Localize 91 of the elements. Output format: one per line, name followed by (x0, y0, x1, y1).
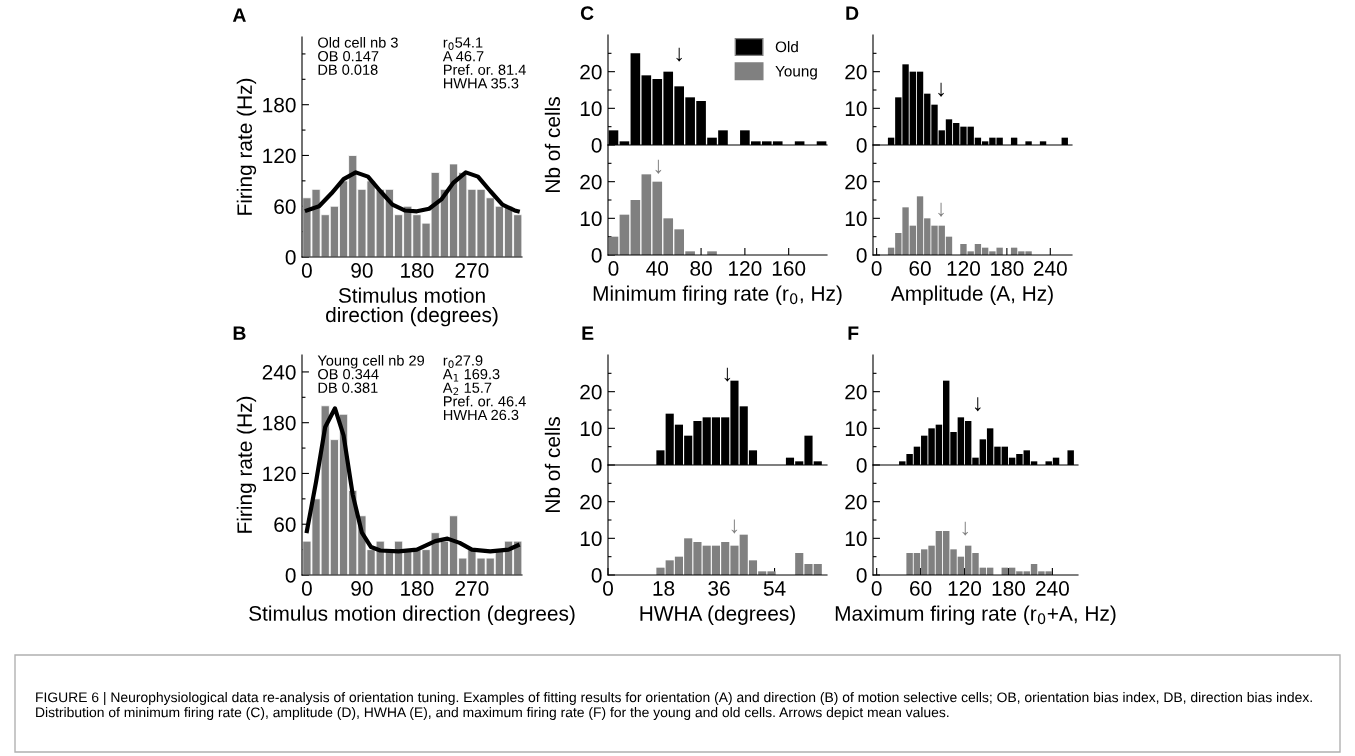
y-tick-label: 10 (845, 101, 867, 117)
y-tick-label: 20 (845, 384, 867, 400)
x-tick-label: 240 (1036, 581, 1069, 596)
x-tick-label: 60 (909, 261, 931, 276)
y-tick-label: 0 (856, 568, 867, 583)
x-tick-label: 60 (910, 581, 932, 596)
annotation: ↓ (676, 47, 682, 62)
x-tick-label: 0 (603, 581, 613, 596)
y-tick-label: 240 (262, 364, 296, 380)
x-tick-label: 160 (772, 261, 806, 276)
y-axis-title: Nb of cells (544, 97, 561, 192)
annotation: ↓ (938, 82, 944, 97)
chart-title: C (580, 6, 594, 21)
x-axis-title: Minimum firing rate (r$_{0}$, Hz) (593, 285, 842, 305)
x-axis-title: Maximum firing rate (r$_{0}$+A, Hz) (835, 605, 1116, 625)
y-tick-label: 20 (580, 384, 602, 400)
y-tick-label: 10 (845, 211, 867, 227)
y-tick-label: 60 (274, 199, 296, 214)
x-tick-label: 18 (653, 581, 675, 596)
y-tick-label: 0 (591, 248, 602, 263)
annotation: ↓ (655, 159, 662, 174)
x-axis-title: Stimulus motion direction (degrees) (249, 605, 575, 625)
y-axis-title: Firing rate (Hz) (236, 396, 257, 533)
y-tick-label: 0 (591, 458, 602, 473)
y-tick-label: 20 (580, 494, 602, 510)
y-axis-title: Firing rate (Hz) (236, 78, 257, 215)
chart-title: B (233, 326, 246, 340)
y-tick-label: 120 (263, 148, 296, 164)
y-tick-label: 10 (580, 211, 602, 227)
annotation: Young cell nb 29 OB 0.344 DB 0.381 (317, 355, 425, 393)
x-tick-label: 270 (455, 581, 489, 596)
y-tick-label: 20 (845, 64, 867, 80)
y-tick-label: 0 (856, 458, 867, 473)
annotation: ↓ (724, 367, 731, 382)
x-axis-title: Stimulus motion direction (degrees) (326, 287, 498, 327)
x-tick-label: 240 (1033, 261, 1067, 276)
y-tick-label: 20 (580, 174, 602, 190)
y-tick-label: 0 (856, 138, 867, 153)
x-tick-label: 180 (401, 263, 434, 278)
x-tick-label: 0 (301, 263, 312, 278)
text: r$_{0}$27.9 A$_{1}$ 169.3 A$_{2}$ 15.7 Pref. or. 46.4 HWHA 26.3 (442, 355, 526, 421)
y-tick-label: 180 (263, 97, 296, 113)
annotation: Old cell nb 3 OB 0.147 DB 0.018 (318, 37, 398, 75)
x-tick-label: 180 (992, 581, 1026, 596)
y-tick-label: 20 (580, 64, 602, 80)
x-axis-title: HWHA (degrees) (640, 605, 795, 625)
x-tick-label: 90 (351, 263, 373, 278)
y-axis-title: Nb of cells (544, 417, 561, 512)
x-tick-label: 0 (871, 581, 882, 596)
x-tick-label: 120 (947, 261, 981, 276)
x-tick-label: 90 (351, 581, 373, 596)
y-tick-label: 10 (845, 531, 867, 547)
chart-title: A (232, 8, 246, 22)
x-tick-label: 80 (690, 261, 712, 276)
y-tick-label: 0 (856, 248, 867, 263)
annotation: ↓ (974, 397, 981, 412)
y-tick-label: 0 (591, 138, 602, 153)
x-tick-label: 270 (455, 263, 489, 278)
chart-title: E (582, 326, 594, 340)
x-tick-label: 0 (871, 261, 882, 276)
annotation: r$_{0}$54.1 A 46.7 Pref. or. 81.4 HWHA 35.3 (442, 37, 526, 89)
y-tick-label: 60 (274, 517, 296, 532)
x-tick-label: 36 (708, 581, 730, 596)
x-axis-title: Amplitude (A, Hz) (890, 285, 1053, 305)
y-tick-label: 10 (580, 421, 602, 437)
legend-label: Old (775, 41, 798, 53)
caption: FIGURE 6 | Neurophysiological data re-analysis of orientation tuning. Examples of fitting results for orientation (A) and direction (B) of motion selective cells; OB, orientation bias index, DB, direction bias index. Distribution of minimum firing rate (C), amplitude (D), HWHA (E), and maximum firing rate (F) for the young and old cells. Arrows depict mean values. (36, 692, 1312, 720)
y-tick-label: 20 (845, 174, 867, 190)
annotation: ↓ (962, 521, 969, 536)
x-tick-label: 180 (401, 581, 434, 596)
x-tick-label: 40 (646, 261, 669, 276)
x-tick-label: 120 (729, 261, 762, 276)
y-tick-label: 180 (263, 415, 296, 431)
chart-title: F (848, 326, 859, 340)
y-tick-label: 0 (591, 568, 602, 583)
y-tick-label: 0 (285, 568, 296, 583)
x-tick-label: 0 (608, 261, 619, 276)
y-tick-label: 20 (845, 494, 867, 510)
y-tick-label: 0 (285, 250, 296, 265)
chart-title: D (846, 6, 859, 20)
y-tick-label: 10 (580, 531, 602, 547)
annotation: ↓ (731, 519, 738, 534)
x-tick-label: 180 (991, 261, 1024, 276)
x-tick-label: 0 (301, 581, 312, 596)
y-tick-label: 120 (263, 466, 296, 482)
legend-label: Young (775, 65, 817, 80)
x-tick-label: 54 (763, 581, 786, 596)
annotation: ↓ (938, 202, 944, 217)
x-tick-label: 120 (948, 581, 982, 596)
y-tick-label: 10 (845, 421, 867, 437)
y-tick-label: 10 (580, 101, 602, 117)
